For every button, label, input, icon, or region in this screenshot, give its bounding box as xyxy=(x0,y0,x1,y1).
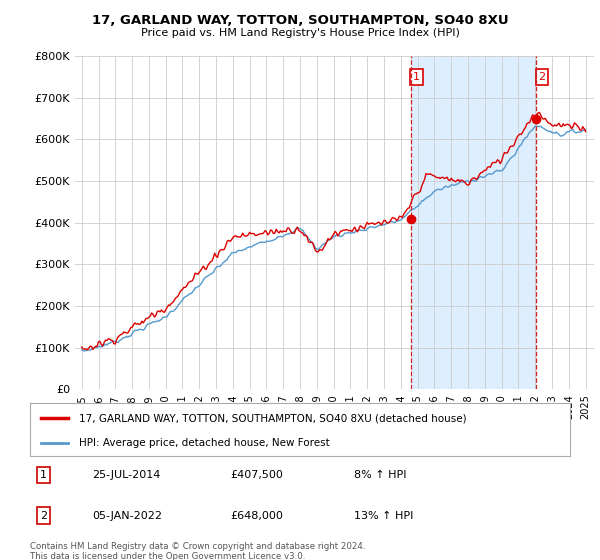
Text: Price paid vs. HM Land Registry's House Price Index (HPI): Price paid vs. HM Land Registry's House … xyxy=(140,28,460,38)
Text: 05-JAN-2022: 05-JAN-2022 xyxy=(92,511,162,521)
Text: 17, GARLAND WAY, TOTTON, SOUTHAMPTON, SO40 8XU: 17, GARLAND WAY, TOTTON, SOUTHAMPTON, SO… xyxy=(92,14,508,27)
Text: HPI: Average price, detached house, New Forest: HPI: Average price, detached house, New … xyxy=(79,438,329,448)
Text: 2: 2 xyxy=(538,72,545,82)
Text: 13% ↑ HPI: 13% ↑ HPI xyxy=(354,511,413,521)
Text: 2: 2 xyxy=(40,511,47,521)
Text: 1: 1 xyxy=(413,72,420,82)
Text: Contains HM Land Registry data © Crown copyright and database right 2024.
This d: Contains HM Land Registry data © Crown c… xyxy=(30,542,365,560)
Text: 25-JUL-2014: 25-JUL-2014 xyxy=(92,470,160,480)
Text: 17, GARLAND WAY, TOTTON, SOUTHAMPTON, SO40 8XU (detached house): 17, GARLAND WAY, TOTTON, SOUTHAMPTON, SO… xyxy=(79,413,466,423)
Text: £407,500: £407,500 xyxy=(230,470,283,480)
Bar xyxy=(410,56,536,389)
Text: 8% ↑ HPI: 8% ↑ HPI xyxy=(354,470,407,480)
Text: £648,000: £648,000 xyxy=(230,511,283,521)
Text: 1: 1 xyxy=(40,470,47,480)
